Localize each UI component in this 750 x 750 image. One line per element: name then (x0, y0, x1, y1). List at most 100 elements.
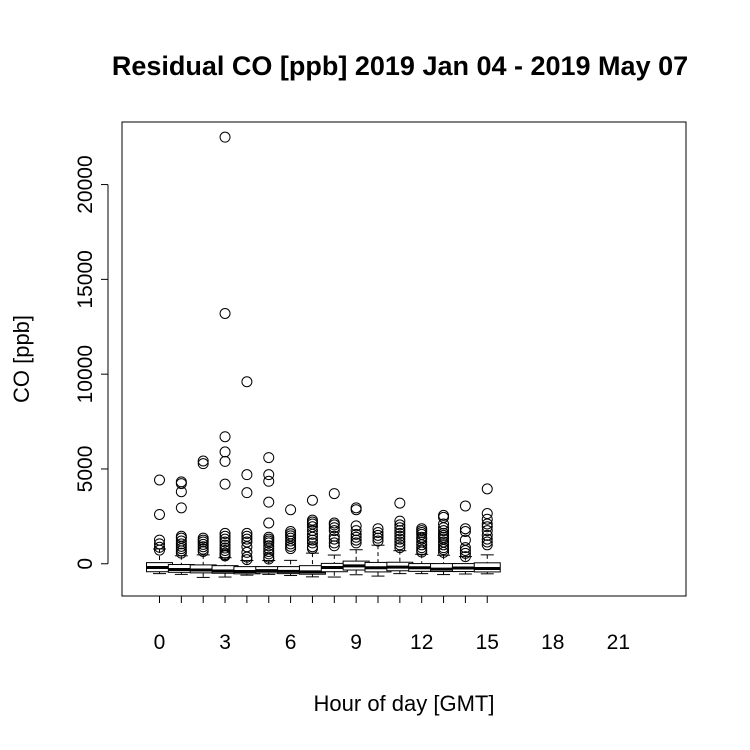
outlier-point (175, 478, 187, 490)
outlier-point (394, 522, 406, 534)
outlier-point (285, 535, 297, 547)
outlier-point (372, 529, 384, 541)
outlier-point (372, 523, 384, 535)
outlier-point (350, 528, 362, 540)
box-hour-6 (277, 504, 305, 577)
box-hour-13 (430, 509, 458, 576)
outlier-point (481, 508, 493, 520)
outlier-point (394, 515, 406, 527)
outlier-point (394, 533, 406, 545)
box-hour-5 (255, 452, 283, 575)
outlier-point (175, 486, 187, 498)
outlier-point (263, 537, 275, 549)
outlier-point (481, 513, 493, 525)
outlier-point (328, 537, 340, 549)
x-tick-label: 21 (607, 631, 630, 654)
outlier-point (306, 537, 318, 549)
outlier-point (263, 452, 275, 464)
outlier-point (219, 431, 231, 443)
outlier-point (481, 483, 493, 495)
outlier-point (263, 475, 275, 487)
outlier-point (285, 504, 297, 516)
chart-title: Residual CO [ppb] 2019 Jan 04 - 2019 May… (112, 51, 688, 81)
outlier-point (481, 525, 493, 537)
outlier-point (197, 536, 209, 548)
outlier-point (154, 538, 165, 550)
box-hour-9 (342, 502, 370, 576)
x-tick-label: 15 (476, 631, 499, 654)
outlier-point (175, 502, 187, 514)
y-axis: 0 5000 10000 15000 20000 (74, 155, 109, 570)
outlier-point (263, 496, 275, 508)
outlier-point (459, 500, 471, 512)
outlier-point (350, 504, 362, 516)
x-axis: 0 3 6 9 12 15 18 21 (154, 595, 630, 654)
x-tick-label: 6 (285, 631, 297, 654)
outlier-point (328, 522, 340, 534)
boxes (146, 131, 501, 578)
outlier-point (459, 523, 471, 535)
outlier-point (197, 458, 209, 470)
outlier-point (394, 497, 406, 509)
outlier-point (219, 530, 231, 542)
box-hour-4 (233, 376, 261, 576)
outlier-point (241, 487, 253, 499)
outlier-point (438, 539, 450, 551)
x-tick-label: 3 (219, 631, 231, 654)
outlier-point (438, 518, 450, 530)
outlier-point (459, 542, 471, 554)
outlier-point (263, 469, 275, 481)
outlier-point (372, 532, 384, 544)
outlier-point (394, 527, 406, 539)
outlier-point (350, 537, 362, 549)
outlier-point (154, 508, 165, 520)
outlier-point (263, 553, 275, 565)
y-tick-label: 20000 (74, 155, 97, 213)
outlier-point (306, 543, 318, 555)
outlier-point (328, 530, 340, 542)
outlier-point (241, 551, 253, 563)
x-tick-label: 0 (154, 631, 166, 654)
outlier-point (394, 519, 406, 531)
outlier-point (197, 545, 209, 557)
outlier-point (372, 535, 384, 547)
outlier-point (438, 544, 450, 556)
outlier-point (328, 525, 340, 537)
outlier-point (306, 525, 318, 537)
outlier-point (219, 542, 231, 554)
outlier-point (481, 521, 493, 533)
outlier-point (459, 547, 471, 559)
box-hour-11 (386, 497, 414, 575)
outlier-point (438, 522, 450, 534)
outlier-point (306, 531, 318, 543)
box-hour-0 (146, 474, 173, 575)
outlier-point (219, 478, 231, 490)
outlier-point (241, 533, 253, 545)
outlier-point (197, 541, 209, 553)
outlier-point (416, 542, 428, 554)
x-axis-label: Hour of day [GMT] (314, 691, 495, 716)
outlier-point (219, 131, 231, 143)
outlier-point (394, 542, 406, 554)
outlier-point (459, 544, 471, 556)
outlier-point (219, 550, 231, 562)
outlier-point (416, 546, 428, 558)
outlier-point (241, 469, 253, 481)
outlier-point (328, 533, 340, 545)
outlier-point (481, 539, 493, 551)
outlier-point (394, 539, 406, 551)
outlier-point (285, 543, 297, 555)
outlier-point (350, 531, 362, 543)
outlier-point (219, 536, 231, 548)
box-hour-1 (167, 476, 195, 575)
outlier-point (459, 526, 471, 538)
outlier-point (263, 540, 275, 552)
outlier-point (219, 533, 231, 545)
outlier-point (219, 544, 231, 556)
outlier-point (241, 527, 253, 539)
outlier-point (328, 540, 340, 552)
outlier-point (438, 546, 450, 558)
outlier-point (154, 544, 165, 556)
box-hour-2 (189, 455, 217, 578)
